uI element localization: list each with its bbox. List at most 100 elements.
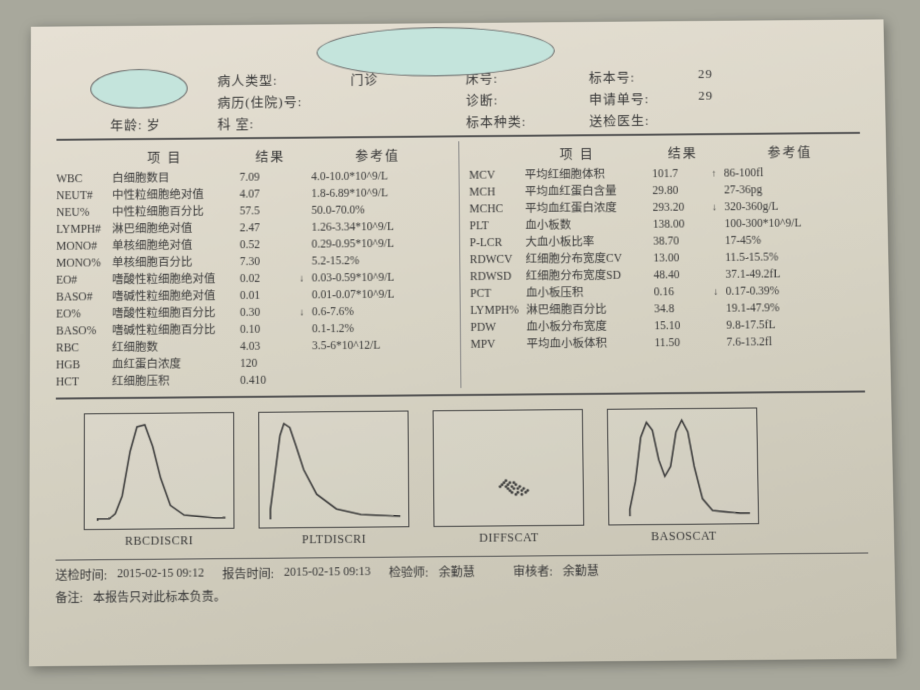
cell-flag <box>708 301 724 318</box>
cell-result: 29.80 <box>652 183 706 200</box>
cell-ref: 3.5-6*10^12/L <box>310 337 450 355</box>
cell-result: 2.47 <box>240 220 294 237</box>
cell-name: 嗜酸性粒细胞绝对值 <box>112 271 240 289</box>
cell-result: 57.5 <box>240 203 294 220</box>
cell-ref: 5.2-15.2% <box>310 252 449 270</box>
chart-label: DIFFSCAT <box>434 530 585 546</box>
cell-code: WBC <box>56 171 112 188</box>
cell-code: BASO% <box>56 323 112 340</box>
cell-code: HGB <box>56 357 112 374</box>
cell-flag: ↓ <box>708 284 724 301</box>
cell-ref: 50.0-70.0% <box>309 202 448 220</box>
label-diagnosis: 诊断: <box>466 89 589 108</box>
results-area: 项 目 结果 参考值 WBC白细胞数目7.094.0-10.0*10^9/LNE… <box>56 138 865 392</box>
label-age: 年龄: 岁 <box>110 114 217 133</box>
cell-code: RBC <box>56 340 112 357</box>
cell-code: NEUT# <box>56 188 112 205</box>
cell-result: 15.10 <box>654 318 708 335</box>
cell-result: 34.8 <box>654 301 708 318</box>
cell-name: 淋巴细胞绝对值 <box>112 220 240 238</box>
cell-code: PCT <box>470 286 526 303</box>
cell-result: 0.410 <box>240 372 294 389</box>
value-request-no: 29 <box>698 87 837 106</box>
cell-code: BASO# <box>56 289 112 306</box>
chart-frame <box>607 407 759 525</box>
cell-name: 红细胞分布宽度SD <box>526 268 654 286</box>
cell-name: 大血小板比率 <box>525 234 653 252</box>
value-sending-doctor <box>698 108 837 127</box>
label-patient-type: 病人类型: <box>217 69 350 88</box>
cell-name: 单核细胞百分比 <box>112 254 240 272</box>
label-dept: 科 室: <box>218 113 351 132</box>
cell-flag: ↓ <box>706 199 722 216</box>
chart-frame <box>433 409 585 527</box>
chart-box: RBCDISCRI <box>84 412 235 549</box>
cell-code: PDW <box>470 319 526 336</box>
header-row: 病历(住院)号: 诊断: 申请单号: 29 <box>110 86 859 110</box>
chart-box: PLTDISCRI <box>258 411 409 548</box>
footer: 送检时间: 2015-02-15 09:12 报告时间: 2015-02-15 … <box>55 552 869 606</box>
chart-box: BASOSCAT <box>607 407 760 544</box>
cell-ref: 0.03-0.59*10^9/L <box>310 269 449 287</box>
footer-line: 送检时间: 2015-02-15 09:12 报告时间: 2015-02-15 … <box>55 560 868 584</box>
label-submit-time: 送检时间: <box>55 566 107 584</box>
th-result: 结果 <box>233 146 307 165</box>
th-ref: 参考值 <box>719 141 860 161</box>
column-headers: 项 目 结果 参考值 <box>56 141 448 171</box>
cell-result: 38.70 <box>653 233 707 250</box>
cell-ref: 0.01-0.07*10^9/L <box>310 286 449 304</box>
cell-flag: ↓ <box>294 271 310 288</box>
label-report-time: 报告时间: <box>222 565 274 583</box>
label-specimen-no: 标本号: <box>589 66 698 85</box>
cell-name: 红细胞数 <box>112 339 240 357</box>
lab-report-paper: 性别: 病人类型: 门诊 床号: 标本号: 29 病历(住院)号: 诊断: 申请… <box>29 19 897 666</box>
cell-result: 13.00 <box>653 250 707 267</box>
divider <box>56 390 865 399</box>
cell-flag <box>294 321 310 338</box>
cell-code: P-LCR <box>470 235 526 252</box>
cell-code: MONO% <box>56 255 112 272</box>
chart-label: PLTDISCRI <box>259 531 410 547</box>
cell-ref: 100-300*10^9/L <box>723 215 862 233</box>
cell-flag <box>294 237 310 254</box>
header-row: 年龄: 岁 科 室: 标本种类: 送检医生: <box>110 108 860 132</box>
cell-name: 血小板数 <box>525 217 653 235</box>
th-item: 项 目 <box>469 143 646 163</box>
cell-name: 单核细胞绝对值 <box>112 237 240 255</box>
cell-name: 红细胞压积 <box>112 373 240 391</box>
cell-result: 11.50 <box>654 335 708 352</box>
cell-name: 中性粒细胞百分比 <box>112 204 240 222</box>
label-sending-doctor: 送检医生: <box>589 110 699 129</box>
cell-flag <box>708 318 724 335</box>
left-panel: 项 目 结果 参考值 WBC白细胞数目7.094.0-10.0*10^9/LNE… <box>56 141 461 391</box>
cell-name: 平均血红蛋白含量 <box>525 183 653 201</box>
cell-code: RDWSD <box>470 269 526 286</box>
cell-result: 48.40 <box>653 267 707 284</box>
value-remark: 本报告只对此标本负责。 <box>93 587 226 605</box>
blank <box>351 90 466 109</box>
cell-result: 120 <box>240 355 294 372</box>
cell-result: 138.00 <box>653 216 707 233</box>
cell-code: HCT <box>56 374 112 392</box>
cell-code: NEU% <box>56 205 112 222</box>
chart-box: DIFFSCAT <box>433 409 585 546</box>
cell-result: 4.07 <box>240 186 294 203</box>
cell-name: 嗜酸性粒细胞百分比 <box>112 305 240 323</box>
footer-line: 备注: 本报告只对此标本负责。 <box>55 582 869 606</box>
cell-code: MCV <box>469 167 525 184</box>
cell-result: 0.52 <box>240 237 294 254</box>
th-item: 项 目 <box>56 146 233 166</box>
cell-code: MCHC <box>469 201 525 218</box>
cell-result: 7.30 <box>240 254 294 271</box>
chart-frame <box>258 411 409 529</box>
cell-ref: 1.8-6.89*10^9/L <box>309 185 448 203</box>
cell-name: 白细胞数目 <box>112 170 239 188</box>
blank <box>351 112 466 131</box>
label-tester: 检验师: <box>389 563 429 581</box>
th-result: 结果 <box>646 142 720 161</box>
cell-flag <box>294 338 310 355</box>
cell-ref: 320-360g/L <box>722 198 861 216</box>
cell-name: 嗜碱性粒细胞百分比 <box>112 322 240 340</box>
cell-ref: 27-36pg <box>722 181 861 199</box>
value-submit-time: 2015-02-15 09:12 <box>117 565 204 583</box>
